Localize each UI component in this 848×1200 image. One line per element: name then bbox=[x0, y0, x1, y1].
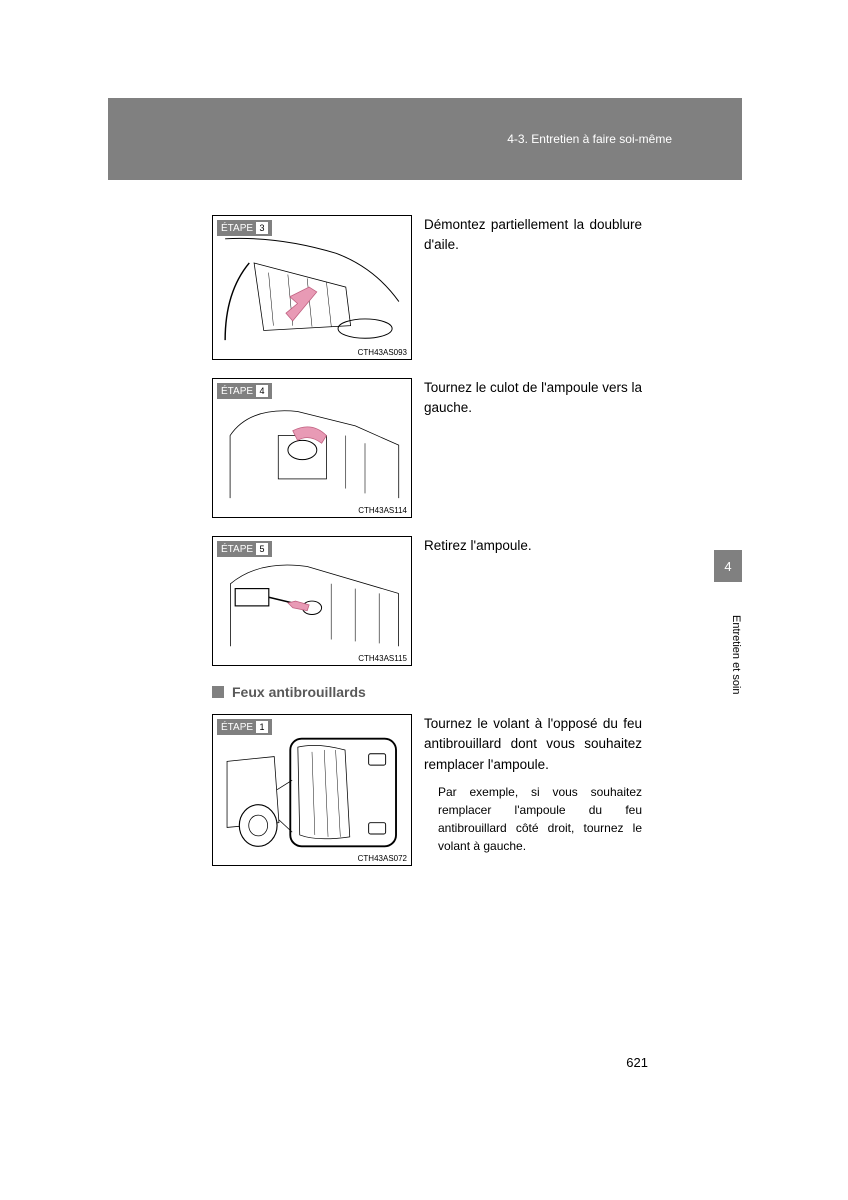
main-content: ÉTAPE 3 CTH43AS093 Démontez partielleme bbox=[212, 215, 642, 884]
image-code: CTH43AS093 bbox=[358, 348, 407, 357]
header-bar: 4-3. Entretien à faire soi-même bbox=[108, 98, 742, 180]
step-text: Retirez l'ampoule. bbox=[424, 536, 642, 666]
step-label: ÉTAPE bbox=[221, 386, 253, 397]
step-text: Tournez le culot de l'ampoule vers la ga… bbox=[424, 378, 642, 518]
step-row: ÉTAPE 4 CTH43AS114 Tournez le culot de l… bbox=[212, 378, 642, 518]
step-image: ÉTAPE 5 CTH43AS115 bbox=[212, 536, 412, 666]
breadcrumb: 4-3. Entretien à faire soi-même bbox=[507, 132, 672, 146]
step-image: ÉTAPE 4 CTH43AS114 bbox=[212, 378, 412, 518]
image-code: CTH43AS072 bbox=[358, 854, 407, 863]
bulb-remove-illustration bbox=[217, 555, 407, 651]
step-image: ÉTAPE 1 CTH43AS bbox=[212, 714, 412, 866]
step-row: ÉTAPE 3 CTH43AS093 Démontez partielleme bbox=[212, 215, 642, 360]
step-label: ÉTAPE bbox=[221, 544, 253, 555]
image-code: CTH43AS115 bbox=[358, 654, 407, 663]
chapter-number: 4 bbox=[724, 559, 731, 574]
step-subtext: Par exemple, si vous souhaitez remplacer… bbox=[438, 783, 642, 855]
step-row: ÉTAPE 5 CTH43AS115 Retirez l'ampoule. bbox=[212, 536, 642, 666]
step-row: ÉTAPE 1 CTH43AS bbox=[212, 714, 642, 866]
step-number: 4 bbox=[256, 385, 268, 397]
step-number: 3 bbox=[256, 222, 268, 234]
step-image: ÉTAPE 3 CTH43AS093 bbox=[212, 215, 412, 360]
step-number: 5 bbox=[256, 543, 268, 555]
section-title: Feux antibrouillards bbox=[232, 684, 366, 700]
step-main-text: Tournez le volant à l'opposé du feu anti… bbox=[424, 716, 642, 772]
image-code: CTH43AS114 bbox=[358, 506, 407, 515]
step-label: ÉTAPE bbox=[221, 223, 253, 234]
section-marker-icon bbox=[212, 686, 224, 698]
wheel-turn-illustration bbox=[217, 733, 407, 851]
chapter-tab: 4 bbox=[714, 550, 742, 582]
step-text: Démontez partiellement la doublure d'ail… bbox=[424, 215, 642, 360]
page-number: 621 bbox=[626, 1055, 648, 1070]
section-heading: Feux antibrouillards bbox=[212, 684, 642, 700]
wheel-liner-illustration bbox=[217, 234, 407, 345]
step-text: Tournez le volant à l'opposé du feu anti… bbox=[424, 714, 642, 866]
step-label: ÉTAPE bbox=[221, 722, 253, 733]
step-number: 1 bbox=[256, 721, 268, 733]
chapter-label: Entretien et soin bbox=[714, 595, 742, 715]
bulb-socket-illustration bbox=[217, 397, 407, 503]
